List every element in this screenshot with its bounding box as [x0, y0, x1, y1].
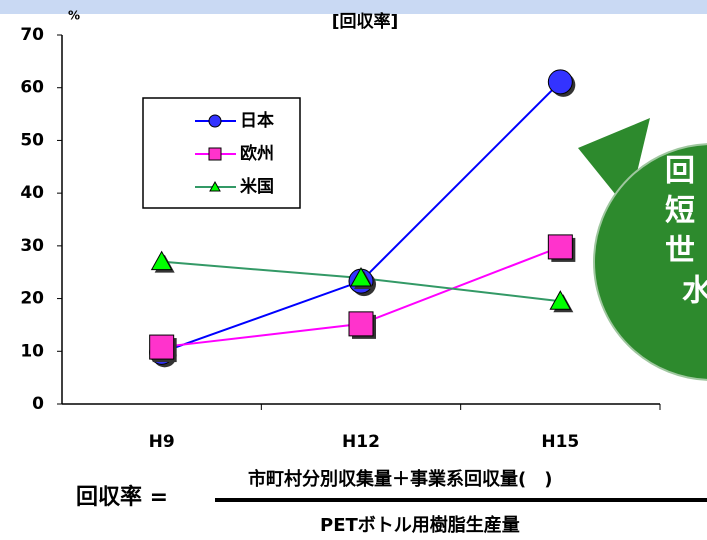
- marker: [348, 311, 374, 337]
- formula-lhs: 回収率 =: [76, 484, 168, 510]
- top-band: [0, 0, 707, 14]
- chart-title: [回収率]: [332, 11, 399, 32]
- formula-denominator: PETボトル用樹脂生産量: [320, 514, 520, 536]
- y-unit: %: [68, 9, 80, 23]
- marker: [350, 266, 372, 287]
- y-tick-label: 10: [20, 341, 44, 361]
- y-tick-label: 40: [20, 183, 44, 203]
- callout-text: 短: [665, 194, 695, 229]
- legend-label: 欧州: [240, 143, 274, 164]
- x-tick-label: H15: [541, 432, 579, 452]
- y-tick-label: 0: [32, 394, 44, 414]
- y-tick-label: 50: [20, 130, 44, 150]
- formula-numerator: 市町村分別収集量＋事業系回収量( ): [248, 468, 552, 490]
- title-bg: [300, 22, 420, 48]
- marker: [549, 290, 572, 310]
- legend-label: 米国: [240, 176, 274, 197]
- callout-text: 世: [665, 234, 695, 269]
- legend-label: 日本: [240, 110, 274, 131]
- marker: [150, 250, 173, 271]
- callout-text: 回: [665, 154, 695, 189]
- marker: [208, 114, 222, 128]
- marker: [149, 334, 175, 360]
- y-tick-label: 70: [20, 25, 44, 45]
- marker: [209, 180, 221, 192]
- y-tick-label: 60: [20, 78, 44, 98]
- y-tick-label: 30: [20, 236, 44, 256]
- y-tick-label: 20: [20, 289, 44, 309]
- callout: [593, 143, 707, 381]
- x-tick-label: H9: [149, 432, 175, 452]
- marker: [208, 147, 222, 161]
- x-tick-label: H12: [342, 432, 380, 452]
- marker: [547, 69, 573, 95]
- marker: [547, 234, 573, 260]
- callout-text: 水: [682, 274, 707, 309]
